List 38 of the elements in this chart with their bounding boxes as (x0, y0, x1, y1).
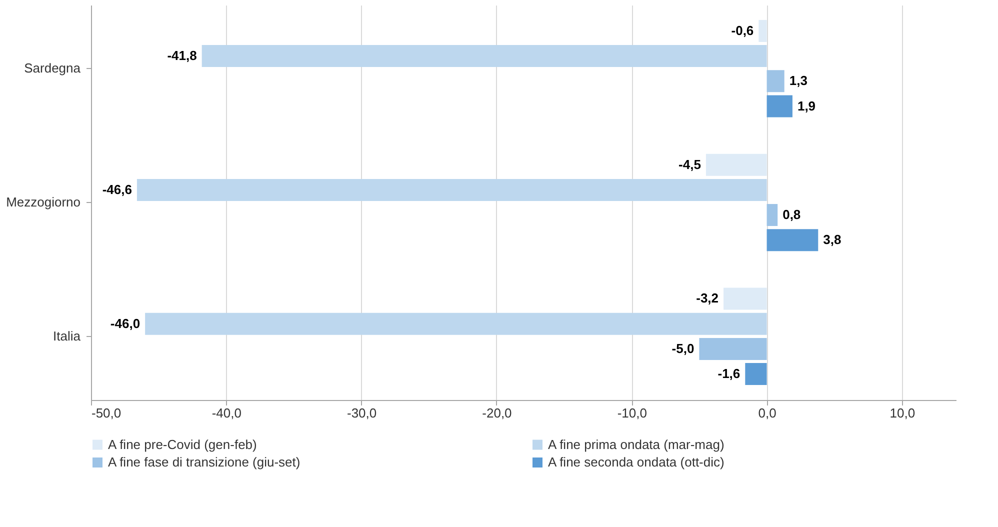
x-tick-label: -20,0 (482, 406, 512, 420)
data-label: -4,5 (678, 156, 701, 172)
y-tick-label: Mezzogiorno (6, 194, 80, 210)
data-label: -46,0 (110, 316, 140, 331)
data-label: 1,9 (797, 98, 816, 114)
data-label: -41,8 (167, 48, 197, 64)
y-tick-label: Sardegna (24, 60, 82, 76)
data-label: 0,8 (782, 207, 801, 222)
bar (145, 312, 767, 335)
data-label: 1,3 (789, 73, 808, 88)
bar (745, 363, 767, 386)
bar (724, 288, 767, 310)
bar (136, 178, 767, 201)
bar (699, 338, 767, 360)
data-label: -0,6 (731, 22, 754, 38)
x-tick-label: -10,0 (617, 406, 647, 420)
bar (766, 204, 778, 226)
data-label: 3,8 (823, 232, 842, 248)
x-tick-label: -50,0 (92, 406, 122, 420)
x-tick-label: -30,0 (346, 406, 377, 420)
data-label: -5,0 (672, 340, 694, 356)
y-tick-label: Italia (53, 328, 82, 344)
x-tick-label: -40,0 (212, 406, 242, 420)
data-label: -3,2 (696, 290, 719, 306)
bar (706, 154, 767, 176)
data-label: -1,6 (718, 366, 740, 382)
legend-label: A fine prima ondata (mar-mag) (548, 436, 724, 452)
legend-label: A fine pre-Covid (gen-feb) (108, 436, 257, 452)
data-label: -46,6 (102, 182, 132, 197)
bar (758, 20, 767, 42)
x-tick-label: 0,0 (758, 406, 776, 420)
legend-label: A fine fase di transizione (giu-set) (108, 454, 300, 470)
bar (202, 45, 767, 68)
x-tick-label: 10,0 (890, 406, 916, 420)
bar (766, 70, 784, 92)
bar (766, 229, 818, 252)
legend-label: A fine seconda ondata (ott-dic) (548, 454, 724, 470)
bar (766, 95, 792, 118)
